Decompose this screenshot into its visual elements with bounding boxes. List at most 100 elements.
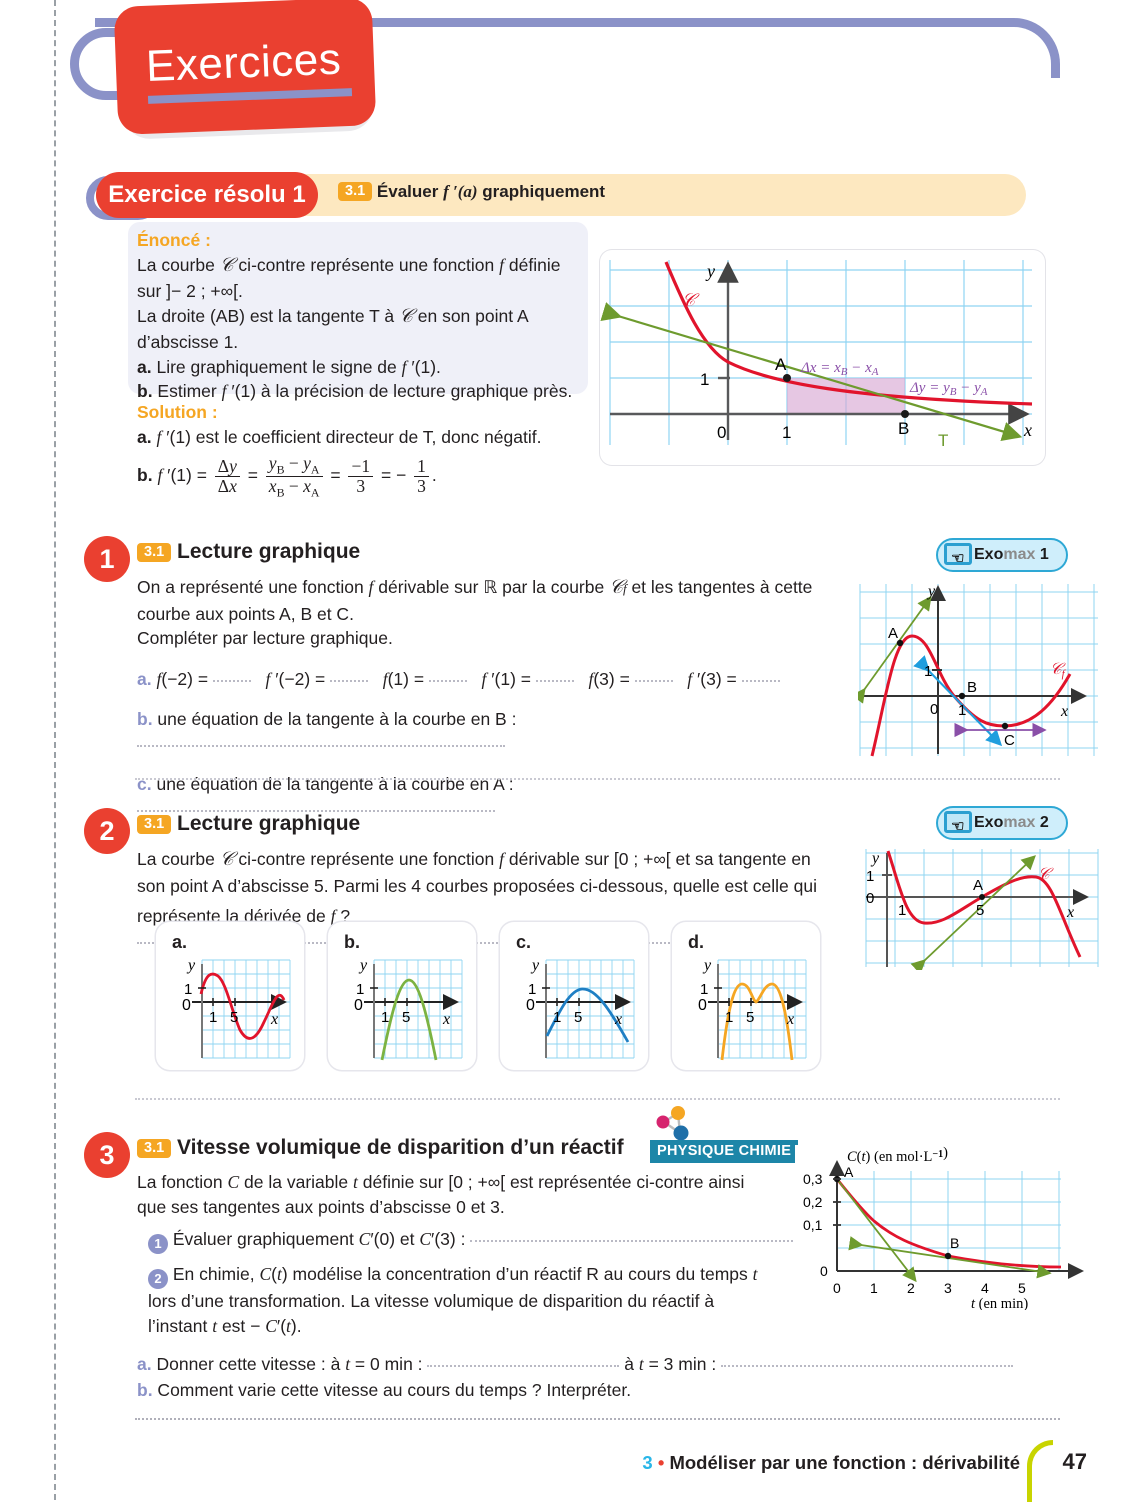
point-a-marker <box>896 639 904 647</box>
separator-after-ex1 <box>135 778 1060 780</box>
ex1-answer-c-field[interactable] <box>137 809 495 812</box>
solved-exercise-graph: 1 0 1 A B x y 𝒞 T Δx = xB − xA Δy = yB −… <box>600 250 1045 465</box>
y-tick-label-0: 0 <box>820 1263 828 1279</box>
delta-x-label: Δx = xB − xA <box>800 360 879 378</box>
exomax-label-2: Exomax 2 <box>974 814 1049 831</box>
option-label-d: d. <box>688 932 704 952</box>
enonce-line-5: a. Lire graphiquement le signe de f ′(1)… <box>137 356 441 377</box>
x-tick-label-5: 5 <box>230 1009 238 1026</box>
exercise-2-heading: 3.1 Lecture graphique <box>137 812 360 836</box>
enonce-line-1: La courbe 𝒞 ci-contre représente une fon… <box>137 254 561 276</box>
enonce-panel <box>128 222 588 394</box>
ex3-question-2: 2 En chimie, C(t) modélise la concentrat… <box>148 1262 768 1338</box>
ex3-intro-line-1: La fonction C de la variable t définie s… <box>137 1172 745 1192</box>
option-graph-d: 1 0 1 5 y x <box>684 952 810 1069</box>
lesson-badge-3-1-ex1: 3.1 <box>137 543 172 562</box>
ex3-q1-answer-field[interactable] <box>470 1240 806 1242</box>
label-point-a: A <box>973 877 983 894</box>
y-tick-label-1: 1 <box>528 981 536 998</box>
exomax-label-1: Exomax 1 <box>974 546 1049 563</box>
curve-label-cf: 𝒞f <box>1050 661 1067 680</box>
x-tick-label-5: 5 <box>1018 1280 1026 1296</box>
page-curl-decoration <box>1027 1440 1053 1502</box>
label-point-c: C <box>1004 732 1015 749</box>
label-point-b: B <box>950 1235 959 1251</box>
x-tick-label-1: 1 <box>381 1009 389 1026</box>
option-graph-b: 1 0 1 5 y x <box>340 952 466 1069</box>
point-b-marker <box>944 1252 952 1260</box>
ex3-answer-t0-field[interactable] <box>427 1365 620 1367</box>
hand-pointer-icon: ☜ <box>951 550 965 567</box>
hand-pointer-icon: ☜ <box>951 818 965 835</box>
exercise-2-title: Lecture graphique <box>177 812 361 835</box>
ex3-item-b: b. Comment varie cette vitesse au cours … <box>137 1379 632 1400</box>
x-axis-label: x <box>1060 703 1068 720</box>
page-title: Exercices <box>145 34 343 92</box>
ex3-answer-t3-field[interactable] <box>721 1365 1014 1367</box>
y-tick-label-0: 0 <box>354 997 363 1014</box>
page-number: 47 <box>1062 1449 1087 1474</box>
y-axis-label: y <box>926 583 936 600</box>
footer-separator <box>135 1418 1060 1420</box>
exercise-1-title: Lecture graphique <box>177 540 361 563</box>
footer-chapter-number: 3 <box>642 1452 653 1473</box>
ex1-item-b: b. une équation de la tangente à la cour… <box>137 707 827 756</box>
enonce-line-2: sur ]− 2 ; +∞[. <box>137 281 243 302</box>
x-tick-label-1: 1 <box>958 702 966 719</box>
point-a-marker <box>783 374 791 382</box>
label-point-a: A <box>775 355 787 374</box>
lesson-badge-3-1-ex3: 3.1 <box>137 1139 172 1158</box>
header-rail-decoration <box>95 18 1060 78</box>
ex2-intro-line-2: son point A d’abscisse 5. Parmi les 4 co… <box>137 875 817 896</box>
ex3-question-1: 1 Évaluer graphiquement C′(0) et C′(3) : <box>148 1227 808 1254</box>
exercise-1-heading: 3.1 Lecture graphique <box>137 540 360 564</box>
y-ticks <box>833 1178 841 1226</box>
label-point-b: B <box>967 679 977 696</box>
ex3-item-a: a. Donner cette vitesse : à t = 0 min : … <box>137 1352 1037 1378</box>
lesson-badge-3-1-ex2: 3.1 <box>137 815 172 834</box>
ex3-q2-line-3: l’instant t est − C′(t). <box>148 1315 302 1336</box>
ex3-intro-line-2: que ses tangentes aux points d’abscisse … <box>137 1196 505 1217</box>
x-tick-label-5: 5 <box>574 1009 582 1026</box>
exercise-number-2: 2 <box>84 808 130 854</box>
ex1-answer-b-field[interactable] <box>137 744 505 747</box>
x-axis-label: x <box>614 1011 622 1028</box>
screen-icon <box>944 811 972 833</box>
footer-separator-dot: • <box>657 1452 665 1473</box>
option-label-c: c. <box>516 932 532 952</box>
y-tick-label-1: 1 <box>356 981 364 998</box>
option-c-svg: 1 0 1 5 y x <box>526 957 635 1059</box>
x-axis-label: x <box>1023 420 1032 440</box>
ex1-intro-line-1: On a représenté une fonction f dérivable… <box>137 577 813 598</box>
x-tick-label-2: 2 <box>907 1280 915 1296</box>
option-graph-a: 1 0 1 5 y x <box>168 952 294 1069</box>
x-tick-label-5: 5 <box>976 902 984 919</box>
x-tick-label-1: 1 <box>782 423 791 442</box>
exercise-3-graph: 0,3 0,2 0,1 0 0 1 2 3 4 5 A B C(t) (en m… <box>795 1145 1105 1312</box>
y-tick-label-1: 1 <box>700 370 709 389</box>
ex3-q2-bullet: 2 <box>148 1269 168 1289</box>
exomax-button-2[interactable]: ☜ Exomax 2 <box>936 806 1068 840</box>
enonce-text: Énoncé : La courbe 𝒞 ci-contre représent… <box>137 228 589 404</box>
x-axis-label: t (en min) <box>971 1296 1028 1310</box>
exomax-button-1[interactable]: ☜ Exomax 1 <box>936 538 1068 572</box>
exercise-3-title: Vitesse volumique de disparition d’un ré… <box>177 1136 624 1159</box>
y-axis-label: y <box>870 850 880 867</box>
ex3-items: a. Donner cette vitesse : à t = 0 min : … <box>137 1352 1037 1404</box>
option-a-svg: 1 0 1 5 y x <box>182 957 291 1059</box>
exercise-3-body: La fonction C de la variable t définie s… <box>137 1170 787 1219</box>
y-axis-label: y <box>702 957 712 974</box>
x-axis-label: x <box>1066 904 1074 921</box>
y-axis-label: C(t) (en mol·L−1) <box>847 1145 948 1165</box>
y-axis-label: y <box>186 957 196 974</box>
x-tick-label-3: 3 <box>944 1280 952 1296</box>
footer-text: 3 • Modéliser par une fonction : dérivab… <box>642 1452 1020 1474</box>
exercise-2-graph: 1 0 1 5 A y x 𝒞 <box>858 845 1104 975</box>
y-tick-label-0: 0 <box>526 997 535 1014</box>
x-tick-label-1: 1 <box>725 1009 733 1026</box>
ex3-q2-line-1: 2 En chimie, C(t) modélise la concentrat… <box>148 1262 768 1289</box>
x-axis-label: x <box>270 1011 278 1028</box>
tangent-at-b <box>848 1236 1052 1279</box>
solved-subtitle-prefix: Évaluer <box>376 182 444 201</box>
grid-lines <box>609 260 1032 445</box>
